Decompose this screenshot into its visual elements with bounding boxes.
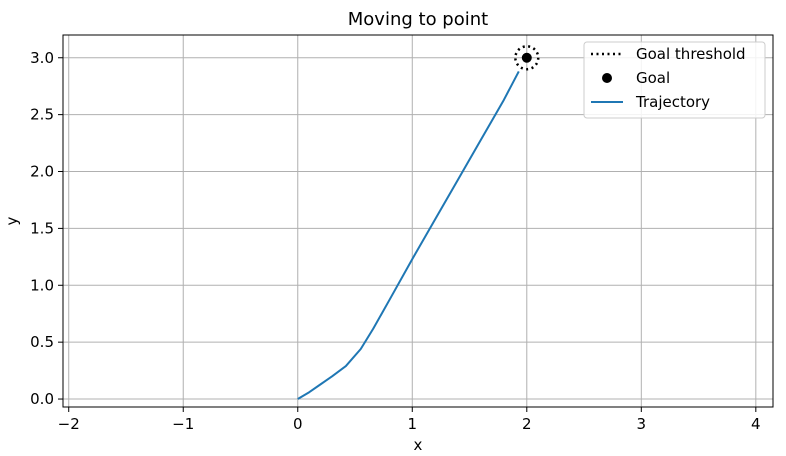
x-tick-label: 2 — [522, 415, 532, 433]
axes-frame — [62, 34, 774, 408]
y-tick-label: 2.0 — [30, 163, 54, 181]
y-tick-label: 1.0 — [30, 276, 54, 294]
x-tick-label: −1 — [172, 415, 194, 433]
legend-goal-threshold-label: Goal threshold — [636, 45, 746, 63]
legend-goal-swatch — [602, 73, 612, 83]
legend-box — [583, 41, 766, 119]
grid — [63, 35, 773, 407]
legend-goal-label: Goal — [636, 69, 670, 87]
y-tick-label: 1.5 — [30, 219, 54, 237]
legend: Goal threshold Goal Trajectory — [583, 41, 766, 119]
goal-point — [521, 52, 532, 63]
goal-threshold-circle — [514, 45, 540, 71]
y-tick-label: 3.0 — [30, 49, 54, 67]
x-tick-label: 3 — [637, 415, 647, 433]
y-tick-label: 0.0 — [30, 390, 54, 408]
plot-data — [297, 45, 540, 400]
trajectory-line — [297, 70, 520, 400]
y-axis-label: y — [3, 216, 21, 225]
y-tick-label: 0.5 — [30, 333, 54, 351]
x-tick-label: 4 — [751, 415, 761, 433]
x-tick-label: 1 — [408, 415, 418, 433]
ticks: −2 −1 0 1 2 3 4 0.0 0.5 1.0 1.5 2.0 2.5 3.0 — [30, 49, 760, 433]
x-tick-label: 0 — [293, 415, 303, 433]
x-axis-label: x — [414, 436, 423, 454]
x-tick-label: −2 — [58, 415, 80, 433]
chart-title: Moving to point — [348, 9, 488, 30]
legend-trajectory-label: Trajectory — [635, 93, 710, 111]
y-tick-label: 2.5 — [30, 106, 54, 124]
